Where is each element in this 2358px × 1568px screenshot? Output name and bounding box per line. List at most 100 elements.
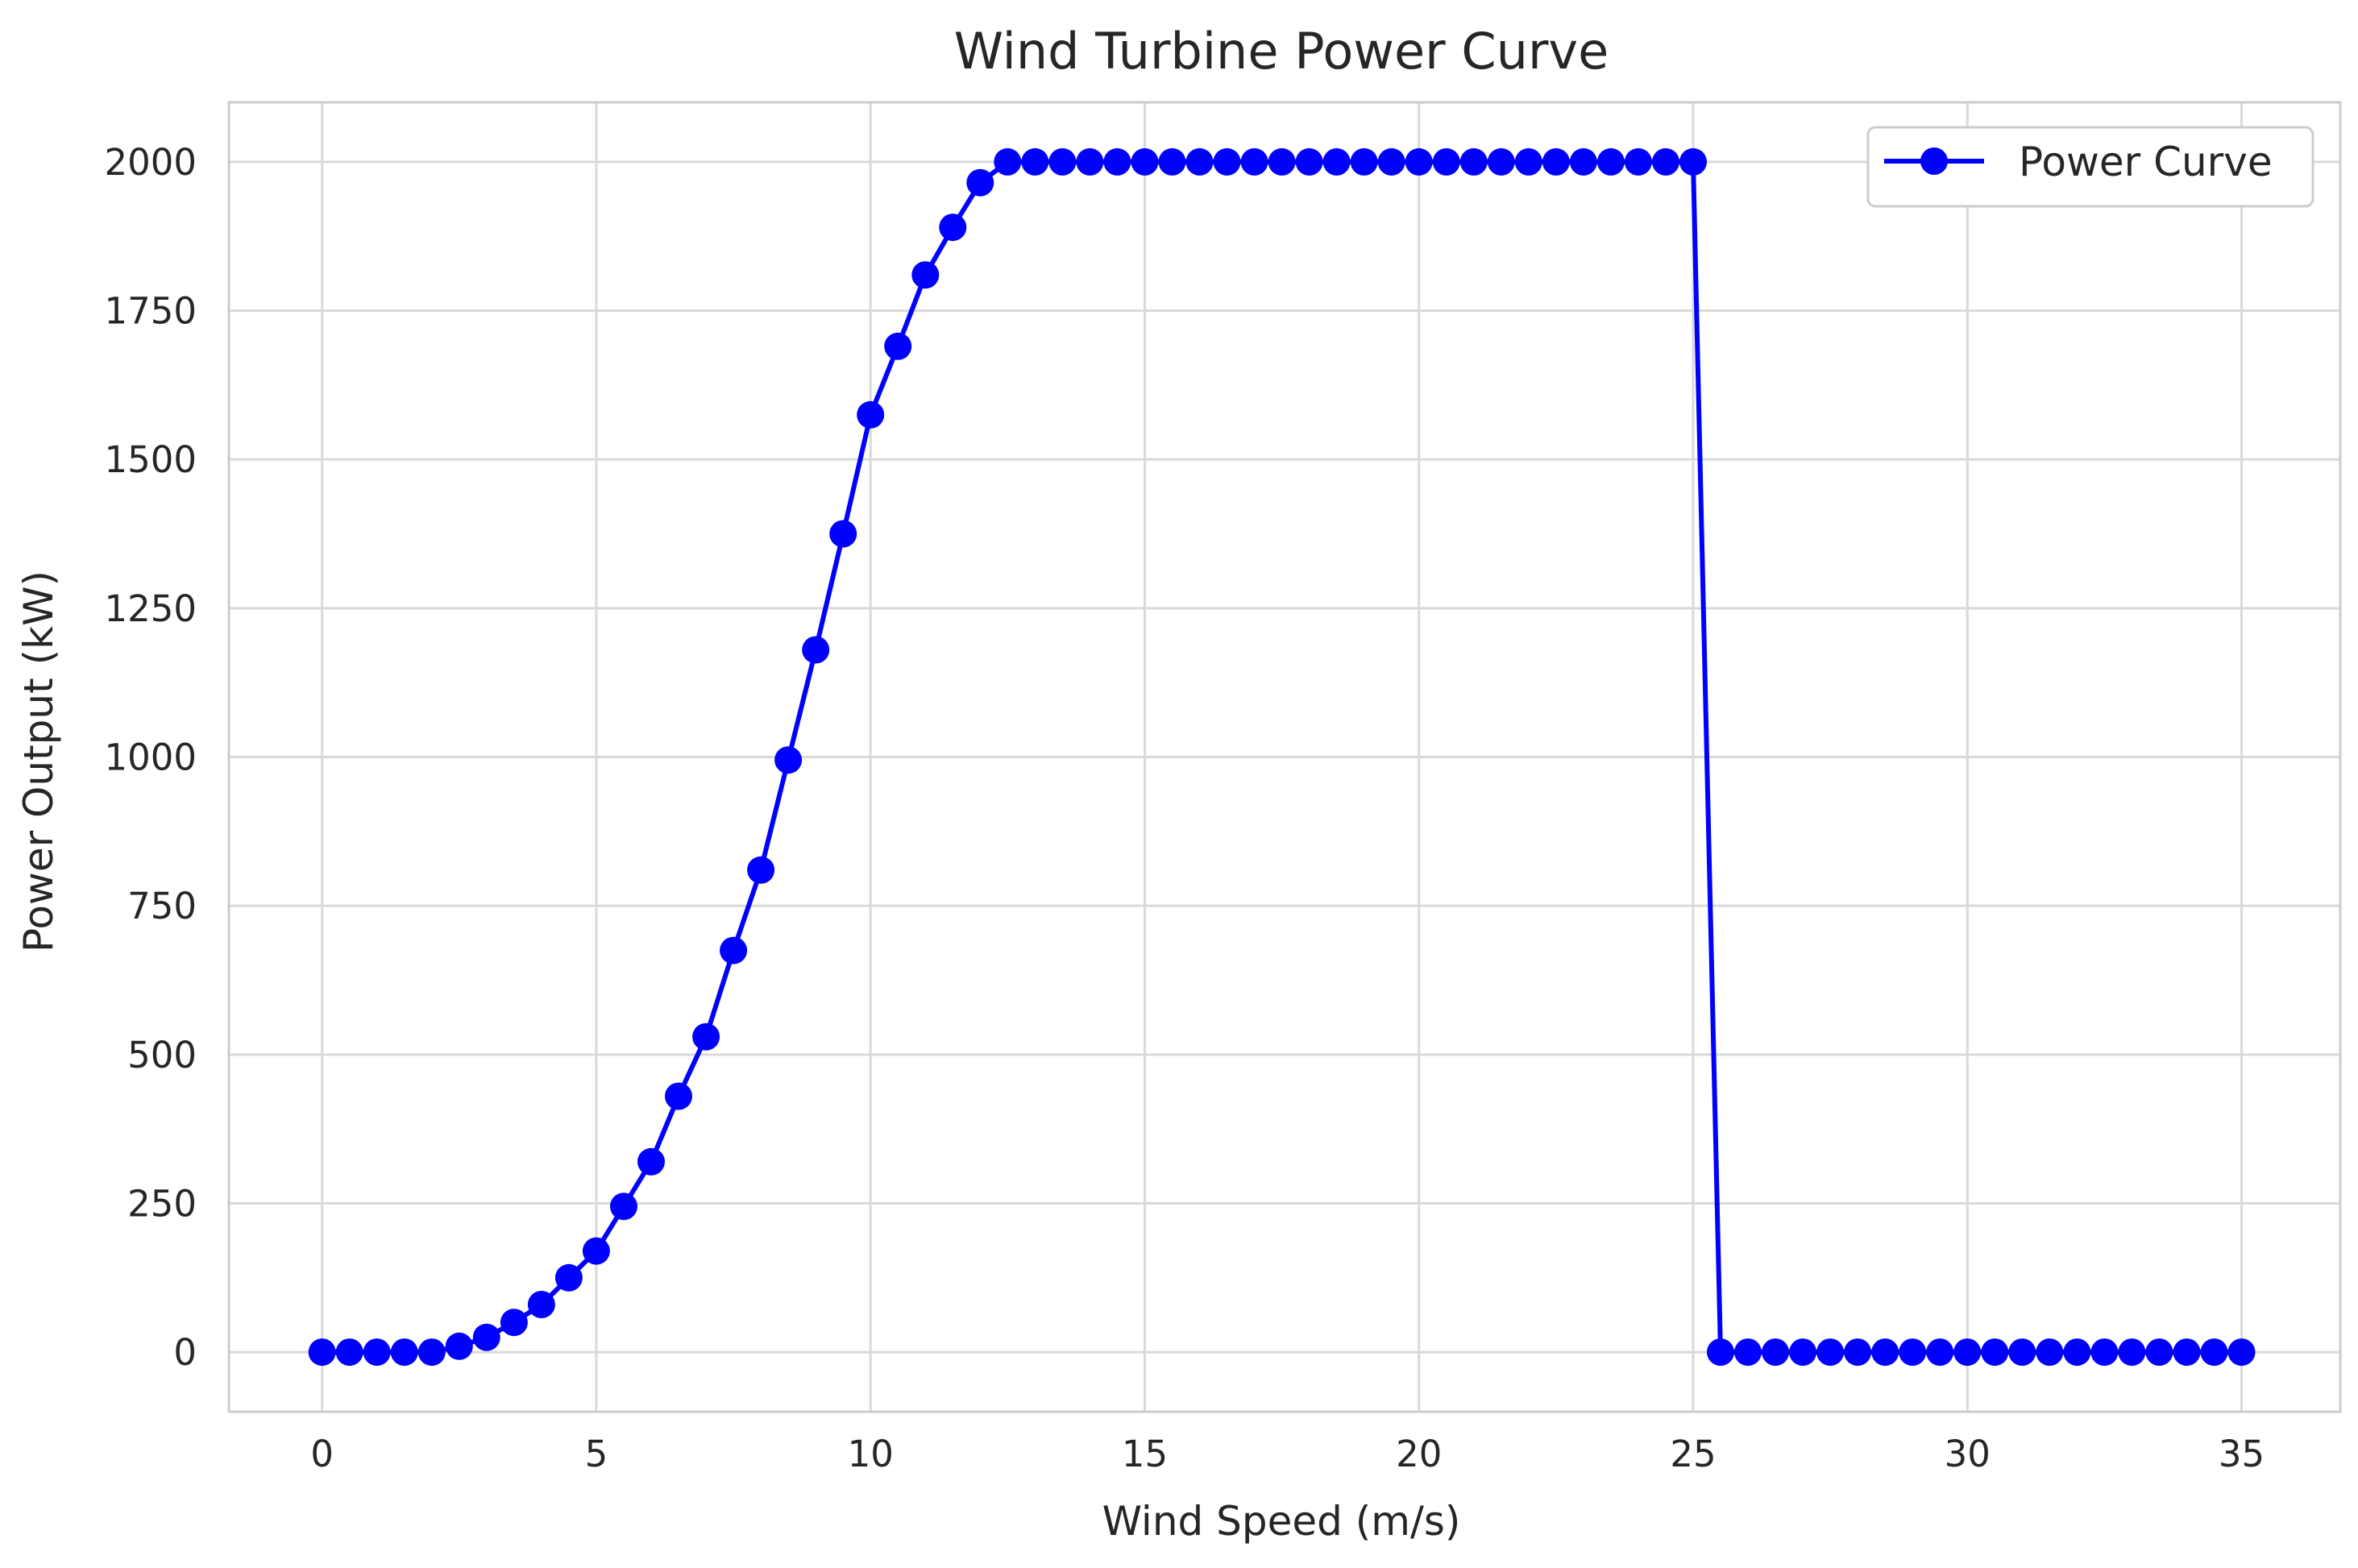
data-point	[2090, 1338, 2119, 1367]
data-point	[1542, 147, 1570, 176]
data-point	[1789, 1338, 1817, 1367]
data-point	[1652, 147, 1679, 176]
data-point	[1624, 147, 1652, 176]
x-tick-label: 35	[2219, 1433, 2265, 1475]
y-tick-label: 1750	[104, 290, 197, 333]
x-tick-labels: 0 5 10 15 20 25 30 35	[310, 1433, 2265, 1475]
y-tick-label: 500	[127, 1034, 197, 1076]
data-point	[1350, 147, 1378, 176]
data-point	[2063, 1338, 2091, 1367]
data-point	[1185, 147, 1214, 176]
y-tick-label: 2000	[104, 141, 197, 184]
data-point	[665, 1082, 692, 1110]
data-point	[2227, 1338, 2256, 1367]
data-point	[363, 1338, 391, 1367]
data-point	[417, 1338, 446, 1367]
data-point	[1322, 147, 1351, 176]
data-point	[2173, 1338, 2201, 1367]
data-point	[390, 1338, 418, 1367]
data-point	[445, 1332, 473, 1360]
data-point	[857, 400, 885, 429]
x-tick-label: 20	[1396, 1433, 1442, 1475]
data-point	[1487, 147, 1515, 176]
y-tick-label: 1000	[104, 736, 197, 779]
data-point	[335, 1338, 363, 1367]
data-point	[2200, 1338, 2228, 1367]
data-point	[1569, 147, 1597, 176]
data-point	[472, 1323, 500, 1351]
data-point	[2118, 1338, 2146, 1367]
data-point	[1596, 147, 1625, 176]
data-point	[1240, 147, 1268, 176]
legend-box	[1866, 126, 2314, 208]
data-point	[802, 636, 830, 664]
x-tick-label: 5	[585, 1433, 608, 1475]
y-tick-label: 250	[127, 1182, 197, 1225]
data-point	[1405, 147, 1433, 176]
x-axis-label: Wind Speed (m/s)	[1102, 1498, 1461, 1545]
data-point	[637, 1147, 665, 1176]
y-tick-label: 1500	[104, 438, 197, 481]
chart-title: Wind Turbine Power Curve	[954, 22, 1609, 81]
data-point	[1048, 147, 1077, 176]
series-layer	[308, 147, 2256, 1367]
data-point	[500, 1309, 528, 1337]
data-point	[554, 1263, 583, 1292]
legend-entry-power-curve: Power Curve	[2019, 139, 2273, 185]
data-point	[1213, 147, 1241, 176]
data-point	[527, 1291, 555, 1318]
data-point	[1268, 147, 1296, 176]
x-tick-label: 30	[1945, 1433, 1991, 1475]
data-point	[1899, 1338, 1927, 1367]
data-point	[939, 214, 967, 242]
legend: Power Curve	[1866, 126, 2314, 208]
data-point	[1762, 1338, 1790, 1367]
data-point	[308, 1338, 336, 1367]
data-point	[1131, 147, 1159, 176]
data-point	[610, 1193, 637, 1221]
y-axis-label: Power Output (kW)	[15, 570, 62, 952]
data-point	[1953, 1338, 1982, 1367]
data-point	[966, 168, 994, 197]
data-point	[1871, 1338, 1899, 1367]
data-point	[1514, 147, 1542, 176]
x-tick-label: 15	[1122, 1433, 1168, 1475]
data-point	[1926, 1338, 1954, 1367]
data-point	[2008, 1338, 2036, 1367]
grid-layer	[229, 102, 2340, 1412]
data-point	[1679, 147, 1707, 176]
y-tick-label: 750	[127, 885, 197, 927]
data-point	[829, 520, 857, 548]
data-point	[1816, 1338, 1845, 1367]
y-tick-labels: 0 250 500 750 1000 1250 1500 1750 2000	[104, 141, 197, 1374]
data-point	[747, 856, 775, 884]
data-point	[1021, 147, 1049, 176]
data-point	[884, 332, 912, 360]
data-point	[994, 147, 1022, 176]
data-point	[1981, 1338, 2009, 1367]
data-point	[1076, 147, 1104, 176]
data-point	[911, 261, 940, 289]
x-tick-label: 25	[1670, 1433, 1716, 1475]
data-point	[774, 746, 803, 774]
data-point	[1377, 147, 1405, 176]
data-point	[1295, 147, 1323, 176]
data-point	[1158, 147, 1186, 176]
data-point	[1459, 147, 1488, 176]
data-point	[1103, 147, 1131, 176]
x-tick-label: 0	[310, 1433, 334, 1475]
data-point	[1707, 1338, 1734, 1367]
data-point	[720, 936, 748, 964]
data-point	[1734, 1338, 1762, 1367]
x-tick-label: 10	[848, 1433, 894, 1475]
data-point	[2145, 1338, 2173, 1367]
data-point	[692, 1023, 720, 1051]
data-point	[2036, 1338, 2064, 1367]
data-point	[1432, 147, 1460, 176]
data-point	[582, 1237, 610, 1265]
plot-frame	[227, 101, 2342, 1413]
y-tick-label: 0	[173, 1331, 197, 1374]
y-tick-label: 1250	[104, 587, 197, 630]
